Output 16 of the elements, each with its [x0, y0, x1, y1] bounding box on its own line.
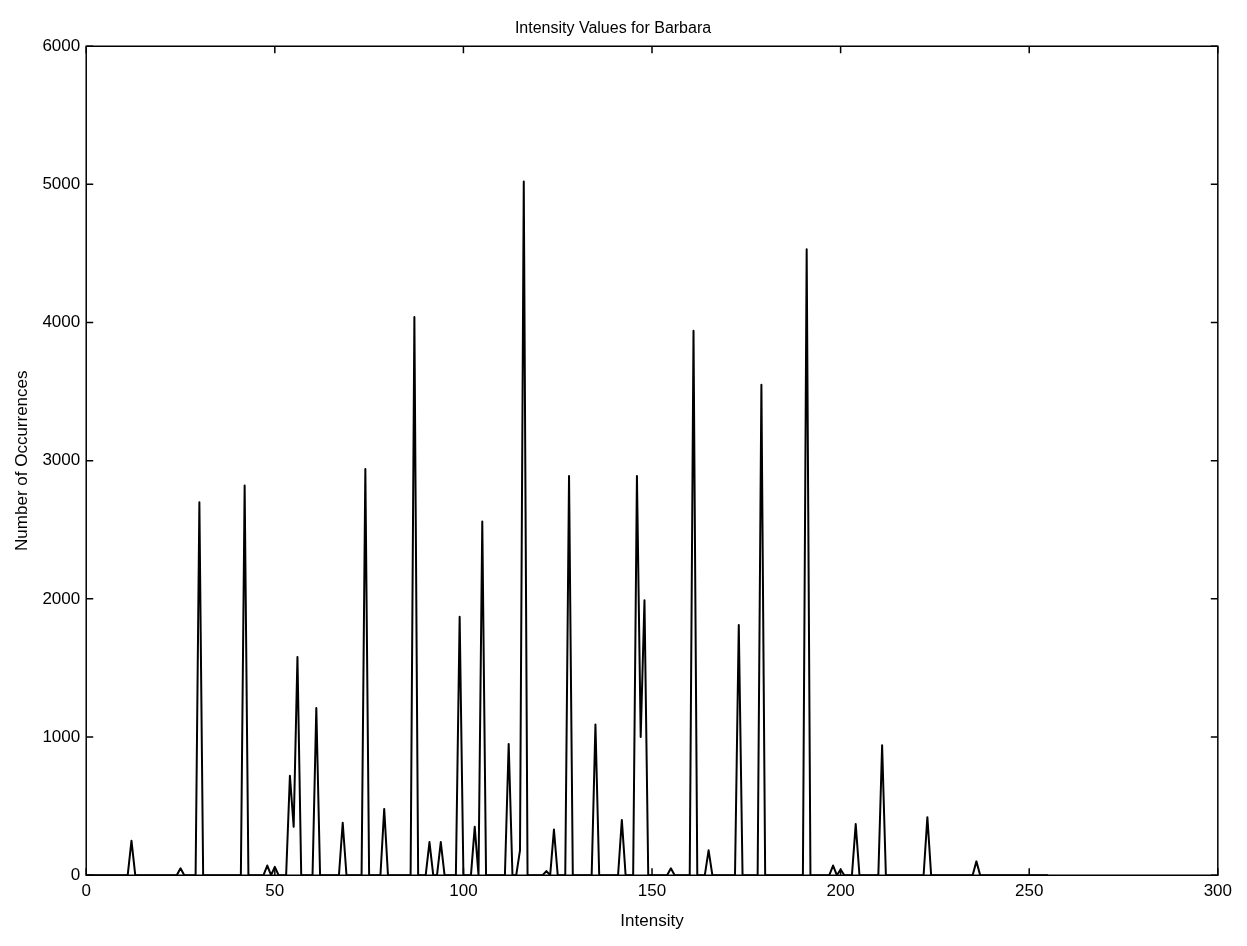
chart-title: Intensity Values for Barbara	[514, 19, 712, 37]
x-tick-label: 300	[1203, 881, 1233, 901]
x-tick-label: 200	[826, 881, 855, 901]
y-tick-label: 4000	[42, 312, 81, 332]
y-axis-title: Number of Occurrences	[11, 370, 31, 551]
x-tick-label: 100	[449, 881, 478, 901]
y-tick-label: 2000	[42, 588, 81, 608]
y-tick-label: 5000	[42, 174, 81, 194]
y-tick-label: 0	[70, 864, 81, 884]
x-axis-title: Intensity	[620, 911, 685, 931]
y-tick-label: 6000	[42, 35, 81, 55]
y-tick-label: 1000	[42, 726, 81, 746]
x-tick-label: 150	[637, 881, 667, 901]
x-tick-label: 50	[265, 881, 285, 901]
x-tick-label: 250	[1015, 881, 1044, 901]
y-tick-label: 3000	[42, 450, 81, 470]
